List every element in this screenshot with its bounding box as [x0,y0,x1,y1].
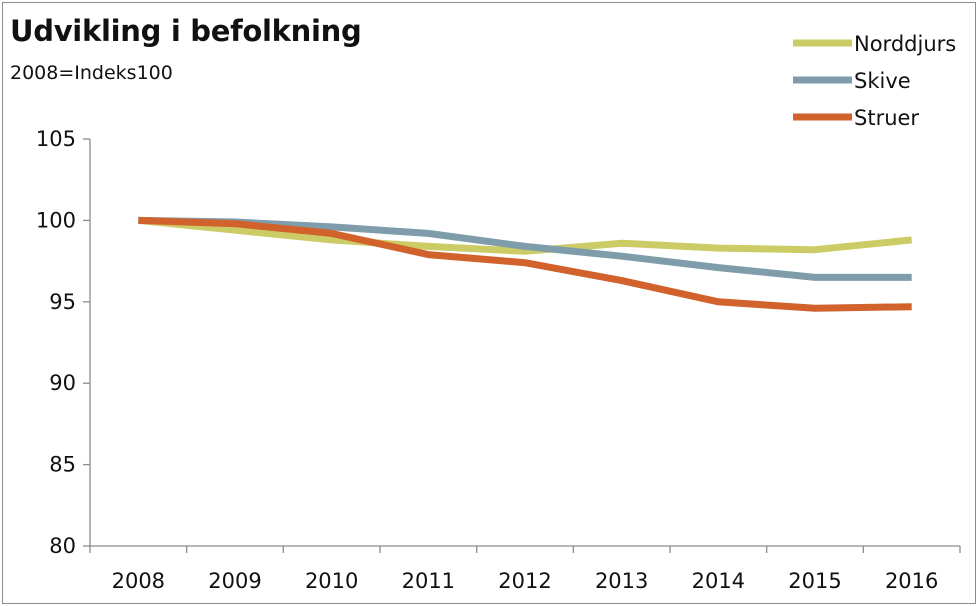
legend-label-skive: Skive [854,69,911,93]
chart-title: Udvikling i befolkning [10,14,362,48]
x-tick-label: 2008 [112,569,165,593]
axes: 80 85 90 95 100 105 2008 2009 2010 2011 2012 2013 20… [36,127,961,593]
x-tick-label: 2013 [595,569,648,593]
series-lines [137,216,913,312]
legend-label-struer: Struer [854,106,919,130]
series-line-struer [138,216,912,312]
legend-label-norddjurs: Norddjurs [854,32,956,56]
x-tick-label: 2016 [885,569,938,593]
x-tick-label: 2011 [402,569,455,593]
y-tick-label: 95 [49,290,76,314]
x-tick-label: 2012 [498,569,551,593]
series-line-norddjurs [137,216,913,255]
y-tick-label: 105 [36,127,76,151]
y-tick-label: 80 [49,534,76,558]
x-tick-label: 2015 [788,569,841,593]
legend: Norddjurs Skive Struer [793,32,956,130]
x-tick-label: 2009 [208,569,261,593]
chart-subtitle: 2008=Indeks100 [10,62,173,84]
x-tick-label: 2014 [692,569,745,593]
y-tick-label: 85 [49,453,76,477]
y-tick-label: 90 [49,371,76,395]
x-tick-label: 2010 [305,569,358,593]
y-tick-label: 100 [36,208,76,232]
